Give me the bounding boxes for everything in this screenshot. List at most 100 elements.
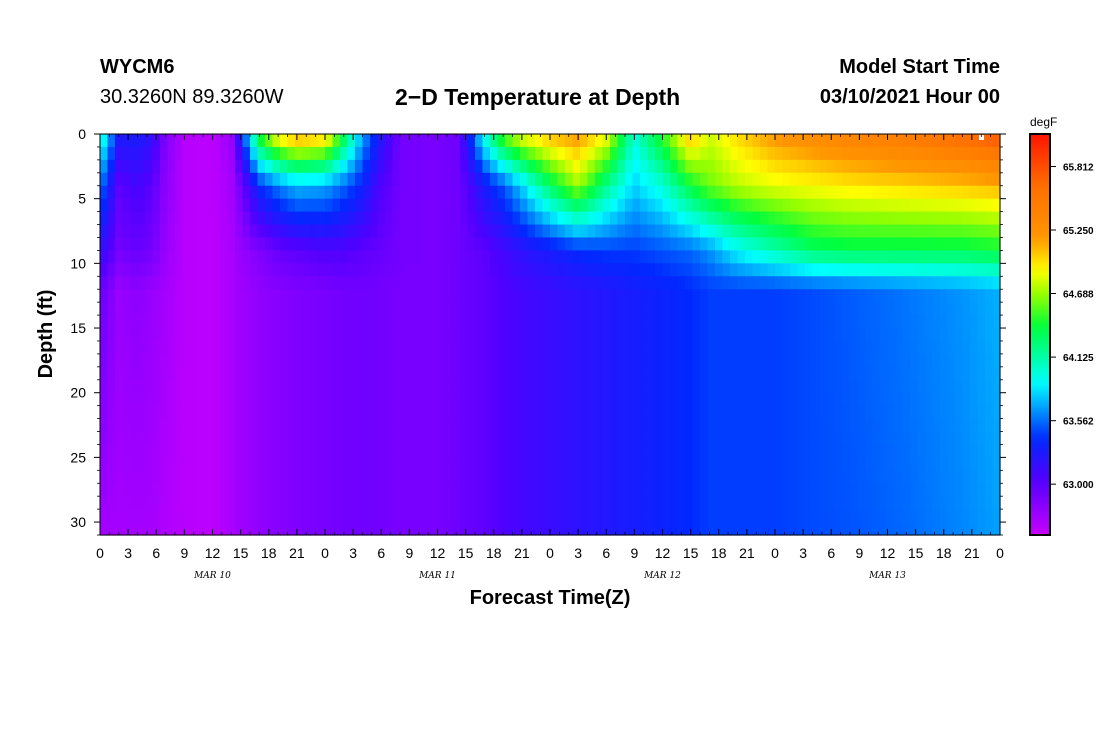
heatmap-cell [257,418,266,433]
heatmap-cell [782,366,791,381]
heatmap-cell [175,483,184,497]
heatmap-cell [212,418,221,433]
heatmap-cell [610,185,619,200]
heatmap-cell [707,431,716,446]
heatmap-cell [287,457,296,471]
heatmap-cell [437,250,446,264]
heatmap-cell [130,172,139,187]
heatmap-cell [955,483,964,497]
heatmap-cell [902,405,911,420]
heatmap-cell [482,134,491,148]
heatmap-cell [437,496,446,510]
heatmap-cell [415,496,424,510]
heatmap-cell [842,198,851,213]
heatmap-cell [257,172,266,187]
heatmap-cell [895,315,904,329]
heatmap-cell [100,211,109,226]
heatmap-cell [355,340,364,355]
heatmap-cell [835,366,844,381]
heatmap-cell [130,146,139,161]
heatmap-cell [385,211,394,226]
heatmap-cell [805,509,814,523]
heatmap-cell [527,198,536,213]
heatmap-cell [400,379,409,394]
heatmap-cell [287,315,296,329]
heatmap-cell [775,185,784,200]
heatmap-cell [610,250,619,264]
heatmap-cell [775,237,784,252]
heatmap-cell [377,250,386,264]
heatmap-cell [557,211,566,226]
x-tick-label: 15 [683,545,699,561]
heatmap-cell [730,302,739,316]
heatmap-cell [227,353,236,368]
heatmap-cell [865,250,874,264]
heatmap-cell [572,276,581,290]
heatmap-cell [565,263,574,277]
heatmap-cell [850,211,859,226]
heatmap-cell [227,418,236,433]
heatmap-cell [340,457,349,471]
heatmap-cell [617,509,626,523]
heatmap-cell [220,302,229,316]
heatmap-cell [745,250,754,264]
heatmap-cell [947,496,956,510]
heatmap-cell [820,418,829,433]
heatmap-cell [992,289,1001,303]
heatmap-cell [167,444,176,458]
heatmap-cell [100,289,109,303]
heatmap-cell [445,470,454,484]
heatmap-cell [895,379,904,394]
heatmap-cell [902,146,911,161]
heatmap-cell [625,366,634,381]
heatmap-cell [992,379,1001,394]
heatmap-cell [872,405,881,420]
heatmap-cell [317,379,326,394]
heatmap-cell [902,392,911,407]
heatmap-cell [385,328,394,342]
colorbar-tick-label: 65.812 [1063,163,1094,174]
heatmap-cell [137,198,146,213]
heatmap-cell [355,237,364,252]
heatmap-cell [572,392,581,407]
heatmap-cell [550,483,559,497]
heatmap-cell [520,289,529,303]
heatmap-cell [707,457,716,471]
heatmap-cell [955,211,964,226]
heatmap-cell [625,146,634,161]
heatmap-cell [137,224,146,239]
heatmap-cell [497,418,506,433]
heatmap-cell [670,159,679,174]
heatmap-cell [325,431,334,446]
heatmap-cell [347,509,356,523]
heatmap-cell [617,134,626,148]
heatmap-cell [647,496,656,510]
heatmap-cell [190,496,199,510]
heatmap-cell [835,198,844,213]
heatmap-cell [527,185,536,200]
heatmap-cell [317,146,326,161]
heatmap-cell [370,250,379,264]
heatmap-cell [955,198,964,213]
heatmap-cell [587,198,596,213]
heatmap-cell [917,431,926,446]
heatmap-cell [467,496,476,510]
heatmap-cell [722,289,731,303]
heatmap-cell [422,470,431,484]
heatmap-cell [437,392,446,407]
heatmap-cell [235,146,244,161]
heatmap-cell [805,289,814,303]
heatmap-cell [910,328,919,342]
heatmap-cell [925,237,934,252]
heatmap-cell [895,211,904,226]
heatmap-cell [137,134,146,148]
heatmap-cell [130,224,139,239]
heatmap-cell [295,405,304,420]
heatmap-cell [677,276,686,290]
heatmap-cell [857,315,866,329]
heatmap-cell [160,185,169,200]
heatmap-cell [310,483,319,497]
heatmap-cell [535,418,544,433]
heatmap-cell [355,379,364,394]
heatmap-cell [190,250,199,264]
